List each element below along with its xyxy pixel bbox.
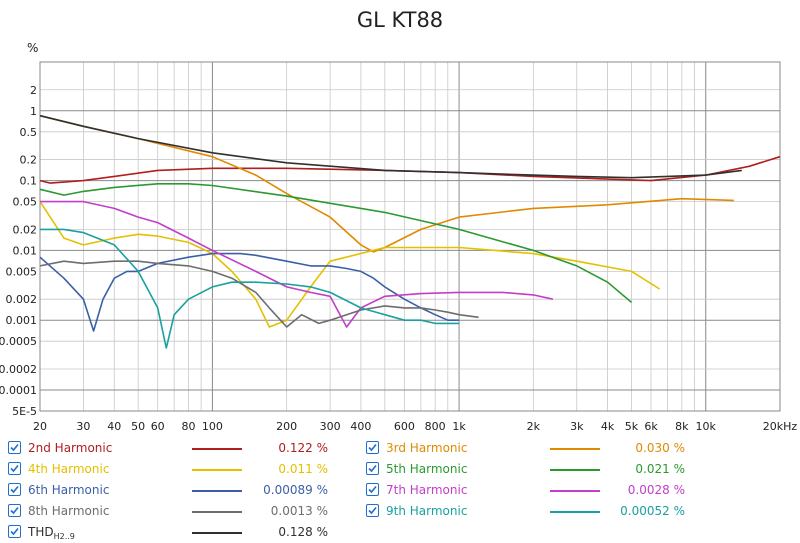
legend-value: 0.0013 % bbox=[270, 504, 328, 518]
series-line-4th-harmonic bbox=[39, 201, 661, 328]
legend-swatch bbox=[192, 490, 242, 492]
checkbox-checked-icon[interactable] bbox=[366, 504, 379, 517]
legend-swatch bbox=[192, 511, 242, 513]
x-tick-label: 5k bbox=[625, 420, 639, 433]
series-lines bbox=[39, 114, 781, 349]
grid-lines bbox=[39, 61, 781, 412]
legend-label: 9th Harmonic bbox=[386, 504, 468, 518]
x-tick-label: 300 bbox=[320, 420, 341, 433]
legend-swatch bbox=[192, 469, 242, 471]
x-tick-label: 80 bbox=[182, 420, 196, 433]
series-line-2nd-harmonic bbox=[39, 155, 781, 184]
legend-item-6th-harmonic[interactable]: 6th Harmonic 0.00089 % bbox=[8, 480, 328, 500]
legend-item-3rd-harmonic[interactable]: 3rd Harmonic 0.030 % bbox=[366, 438, 685, 458]
series-line-8th-harmonic bbox=[39, 260, 479, 328]
legend-label: 4th Harmonic bbox=[28, 462, 110, 476]
y-tick-label: 0.1 bbox=[20, 175, 38, 188]
x-tick-label: 10k bbox=[696, 420, 717, 433]
x-tick-label: 3k bbox=[570, 420, 584, 433]
legend-label: THDH2..9 bbox=[28, 525, 75, 541]
legend-label: 8th Harmonic bbox=[28, 504, 110, 518]
legend-swatch bbox=[550, 469, 600, 471]
y-tick-label: 0.02 bbox=[13, 223, 38, 236]
x-tick-label: 50 bbox=[131, 420, 145, 433]
legend-item-4th-harmonic[interactable]: 4th Harmonic 0.011 % bbox=[8, 459, 328, 479]
legend-item-thd[interactable]: THDH2..9 0.128 % bbox=[8, 522, 328, 542]
checkbox-checked-icon[interactable] bbox=[8, 525, 21, 538]
x-tick-label: 400 bbox=[350, 420, 371, 433]
x-tick-label: 100 bbox=[202, 420, 223, 433]
x-tick-label: 30 bbox=[76, 420, 90, 433]
checkbox-checked-icon[interactable] bbox=[8, 504, 21, 517]
legend-value: 0.0028 % bbox=[627, 483, 685, 497]
y-tick-label: 0.0001 bbox=[0, 384, 37, 397]
legend-value: 0.021 % bbox=[635, 462, 685, 476]
legend-value: 0.00052 % bbox=[620, 504, 685, 518]
x-tick-label: 2k bbox=[527, 420, 541, 433]
series-line-7th-harmonic bbox=[40, 200, 554, 328]
checkbox-checked-icon[interactable] bbox=[366, 483, 379, 496]
legend-value: 0.128 % bbox=[278, 525, 328, 539]
series-line-6th-harmonic bbox=[39, 252, 460, 332]
legend-label: 3rd Harmonic bbox=[386, 441, 468, 455]
legend-item-7th-harmonic[interactable]: 7th Harmonic 0.0028 % bbox=[366, 480, 685, 500]
legend-label: 7th Harmonic bbox=[386, 483, 468, 497]
chart-title: GL KT88 bbox=[356, 8, 444, 32]
y-tick-label: 0.2 bbox=[20, 154, 38, 167]
checkbox-checked-icon[interactable] bbox=[366, 462, 379, 475]
series-line-3rd-harmonic bbox=[39, 114, 734, 253]
y-tick-label: 0.001 bbox=[6, 314, 38, 327]
legend-swatch bbox=[192, 532, 242, 534]
series-line-5th-harmonic bbox=[39, 183, 633, 304]
x-tick-label: 8k bbox=[675, 420, 689, 433]
checkbox-checked-icon[interactable] bbox=[366, 441, 379, 454]
x-tick-label: 6k bbox=[644, 420, 658, 433]
legend-swatch bbox=[550, 448, 600, 450]
y-tick-label: 2 bbox=[30, 84, 37, 97]
legend-label: 5th Harmonic bbox=[386, 462, 468, 476]
legend-item-2nd-harmonic[interactable]: 2nd Harmonic 0.122 % bbox=[8, 438, 328, 458]
series-line-thd bbox=[39, 114, 742, 179]
y-tick-label: 0.005 bbox=[6, 265, 38, 278]
x-tick-label: 20 bbox=[33, 420, 47, 433]
y-tick-label: 0.002 bbox=[6, 293, 38, 306]
x-tick-label: 4k bbox=[601, 420, 615, 433]
y-tick-label: 0.05 bbox=[13, 196, 38, 209]
legend-swatch bbox=[550, 511, 600, 513]
x-tick-label: 200 bbox=[276, 420, 297, 433]
y-tick-label: 5E-5 bbox=[12, 405, 37, 418]
legend-value: 0.030 % bbox=[635, 441, 685, 455]
x-tick-label: 20kHz bbox=[763, 420, 798, 433]
legend-item-9th-harmonic[interactable]: 9th Harmonic 0.00052 % bbox=[366, 501, 685, 521]
legend-value: 0.122 % bbox=[278, 441, 328, 455]
legend-value: 0.00089 % bbox=[263, 483, 328, 497]
x-tick-label: 800 bbox=[425, 420, 446, 433]
checkbox-checked-icon[interactable] bbox=[8, 483, 21, 496]
legend-swatch bbox=[192, 448, 242, 450]
x-tick-label: 600 bbox=[394, 420, 415, 433]
series-line-9th-harmonic bbox=[40, 228, 460, 349]
x-tick-label: 1k bbox=[452, 420, 466, 433]
y-tick-label: 1 bbox=[30, 105, 37, 118]
y-tick-label: 0.5 bbox=[20, 126, 38, 139]
y-axis-unit: % bbox=[27, 41, 38, 55]
legend-swatch bbox=[550, 490, 600, 492]
checkbox-checked-icon[interactable] bbox=[8, 441, 21, 454]
y-tick-label: 0.0005 bbox=[0, 335, 37, 348]
x-tick-label: 60 bbox=[151, 420, 165, 433]
y-tick-label: 0.0002 bbox=[0, 363, 37, 376]
legend-label: 6th Harmonic bbox=[28, 483, 110, 497]
legend-label: 2nd Harmonic bbox=[28, 441, 113, 455]
x-tick-label: 40 bbox=[107, 420, 121, 433]
legend-item-5th-harmonic[interactable]: 5th Harmonic 0.021 % bbox=[366, 459, 685, 479]
legend-item-8th-harmonic[interactable]: 8th Harmonic 0.0013 % bbox=[8, 501, 328, 521]
axis-labels: 20 30 40 50 60 80 100 200 300 400 600 800 1k 2k 3k 4k 5k… bbox=[0, 41, 797, 433]
legend-value: 0.011 % bbox=[278, 462, 328, 476]
plot-frame bbox=[39, 61, 781, 412]
checkbox-checked-icon[interactable] bbox=[8, 462, 21, 475]
y-tick-label: 0.01 bbox=[13, 244, 38, 257]
